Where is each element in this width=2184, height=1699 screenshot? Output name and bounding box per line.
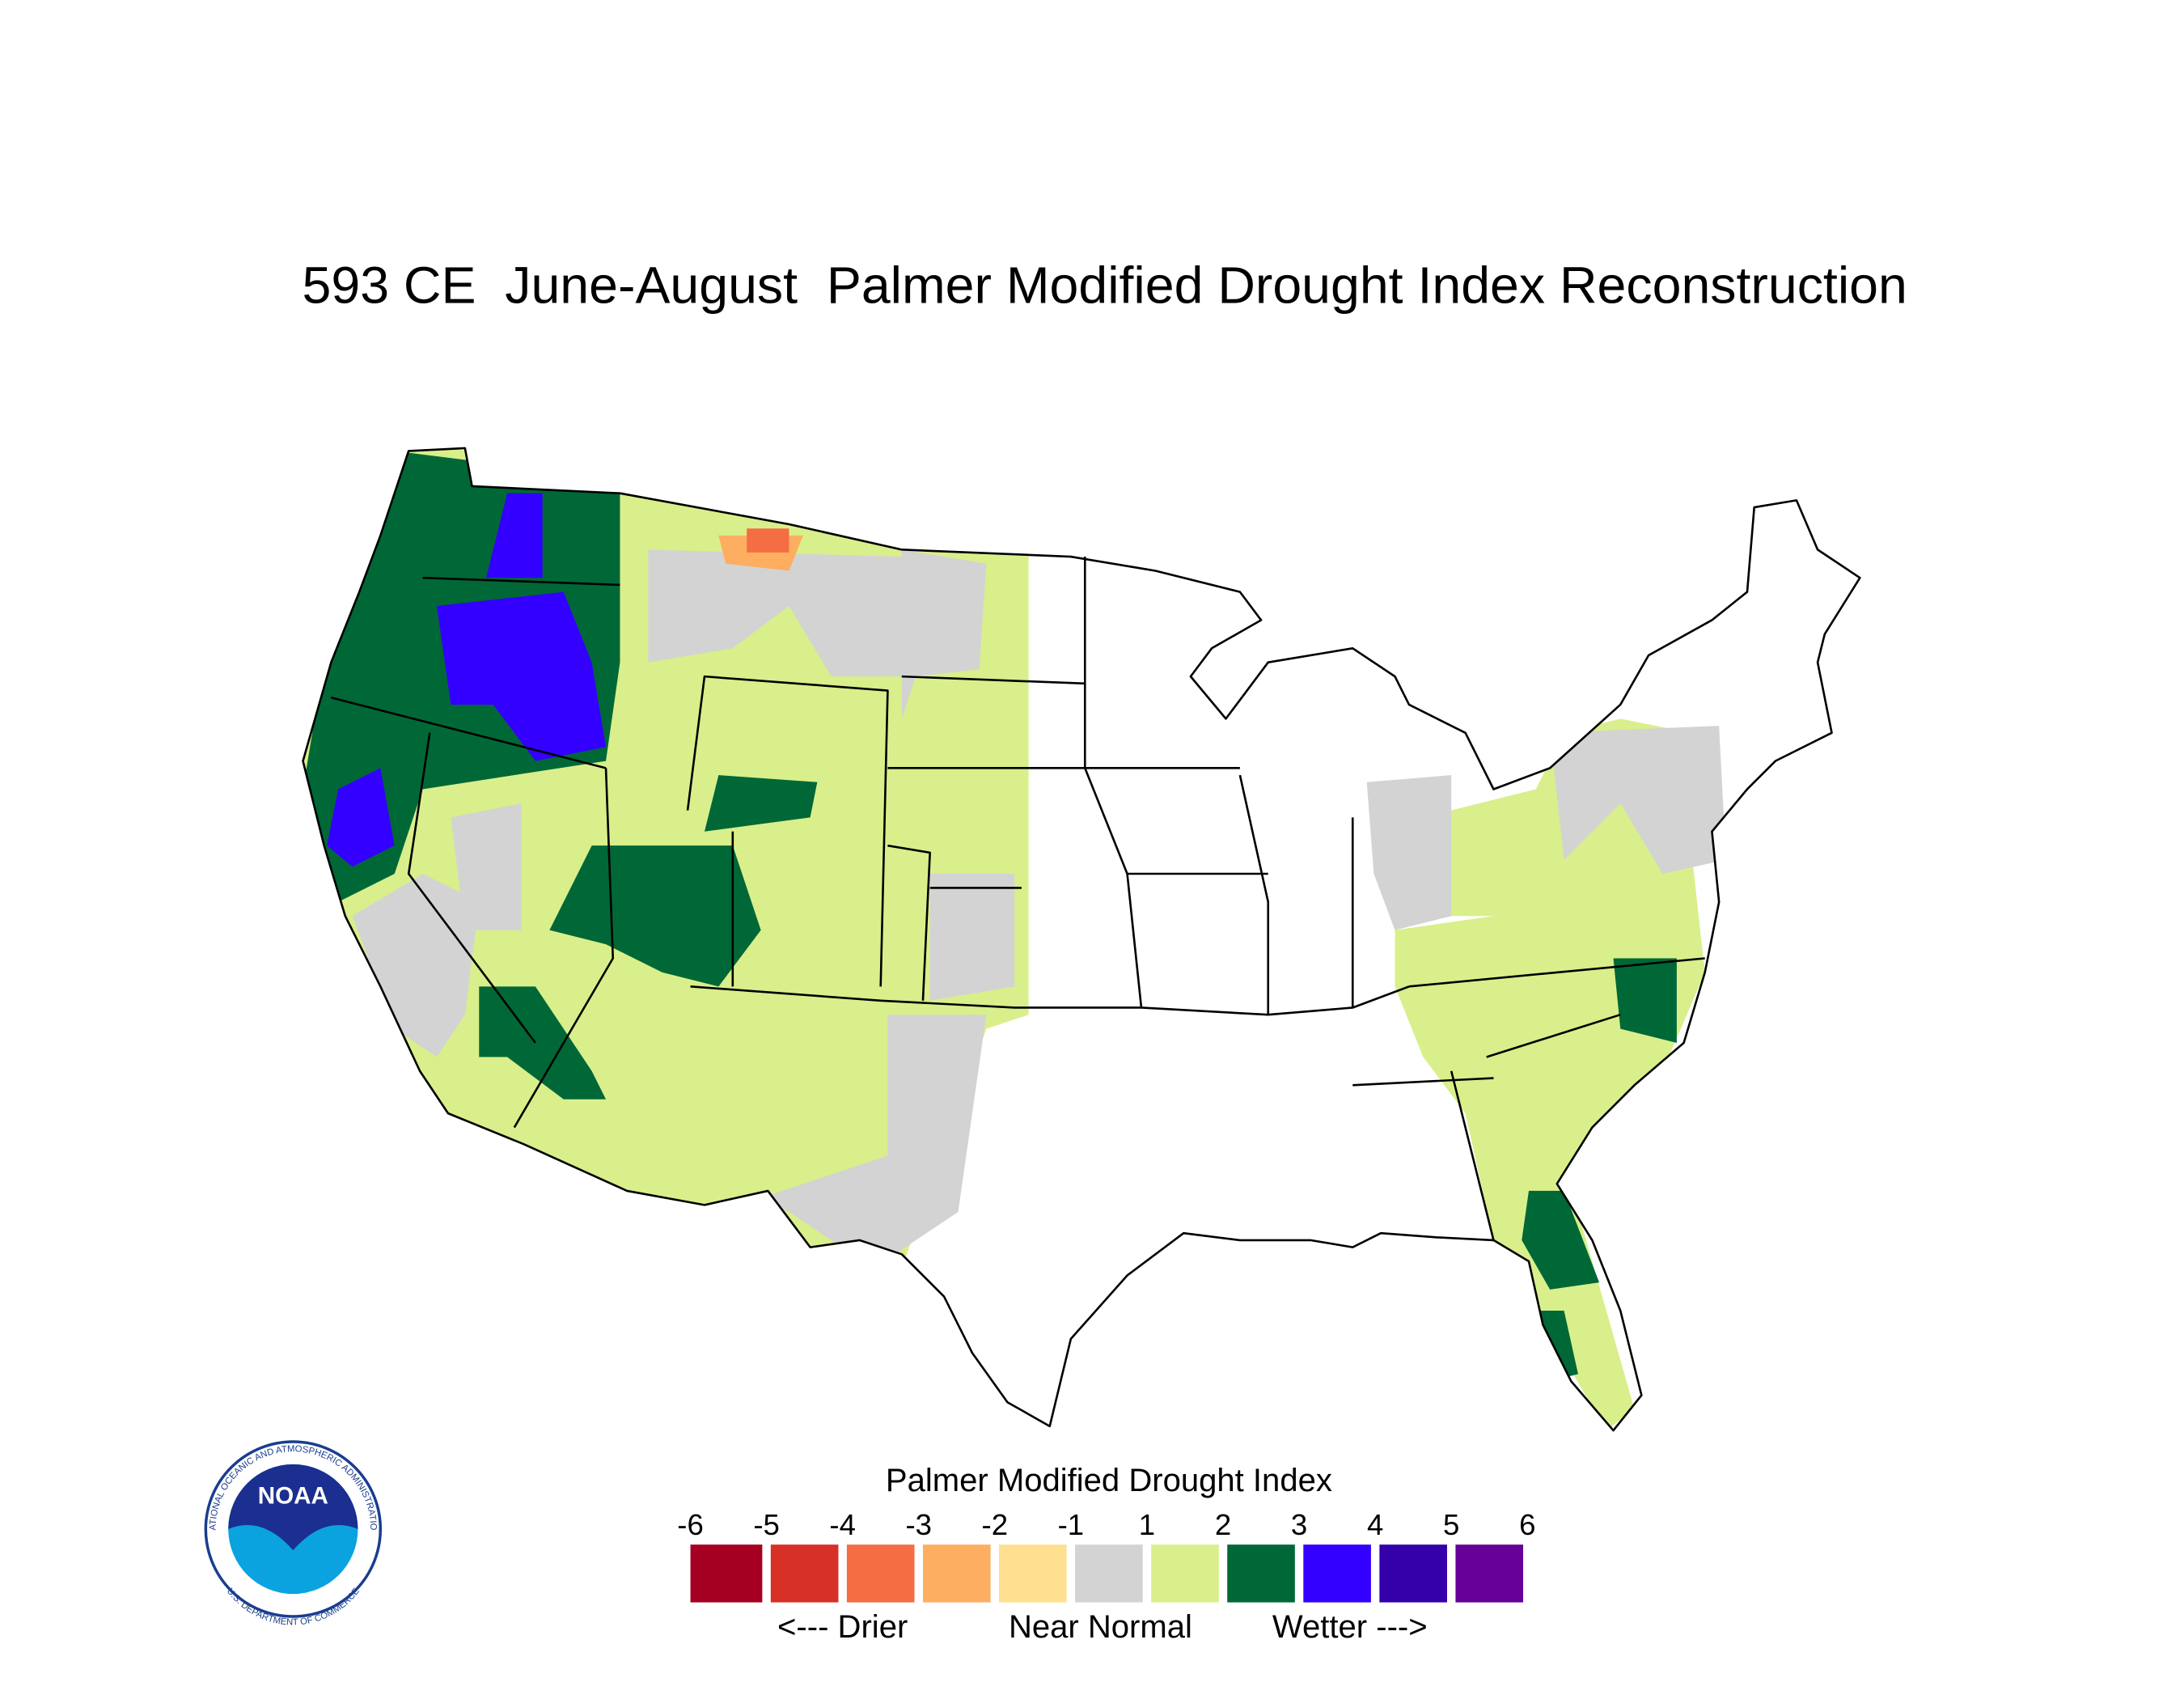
field-blue [485, 493, 543, 578]
legend-tick-label: 3 [1291, 1508, 1307, 1541]
legend-swatch [846, 1544, 915, 1603]
legend-swatch [1075, 1544, 1143, 1603]
field-gray [929, 873, 1015, 1001]
field-gray [648, 549, 902, 677]
state-lines [331, 557, 1705, 1241]
field-blue [437, 591, 607, 761]
field-dark-green [1522, 1190, 1600, 1290]
legend-swatch [770, 1544, 839, 1603]
legend-swatch [999, 1544, 1067, 1603]
legend-tick-label: 4 [1367, 1508, 1383, 1541]
legend-tick-label: 5 [1443, 1508, 1459, 1541]
map [302, 447, 1861, 1432]
legend-tick-label: 2 [1215, 1508, 1231, 1541]
legend-tick-label: 1 [1139, 1508, 1155, 1541]
field-gray [760, 1015, 987, 1269]
legend-tick-label: -1 [1058, 1508, 1085, 1541]
legend-tick-label: -6 [677, 1508, 704, 1541]
field-dark-green [549, 845, 761, 987]
field-gray [1550, 726, 1726, 874]
field-gray [901, 549, 987, 719]
field-gray [1366, 775, 1452, 930]
legend-caption: Wetter ---> [1272, 1609, 1428, 1645]
legend-swatch [1303, 1544, 1371, 1603]
logo-top [228, 1464, 358, 1551]
field-red-orange [747, 528, 789, 553]
legend-swatch [1151, 1544, 1219, 1603]
legend-swatch [1455, 1544, 1524, 1603]
legend-title: Palmer Modified Drought Index [886, 1463, 1332, 1498]
field-dark-green [479, 986, 607, 1099]
legend-swatch [922, 1544, 991, 1603]
legend-tick-label: -5 [753, 1508, 780, 1541]
legend-swatch [1379, 1544, 1447, 1603]
field-gray [352, 873, 480, 1057]
legend-caption: Near Normal [1009, 1609, 1192, 1645]
field-dark-green [1613, 958, 1677, 1044]
legend-tick-label: -3 [905, 1508, 932, 1541]
field-dark-green [704, 775, 818, 832]
legend-tick-label: -4 [829, 1508, 856, 1541]
legend-tick-label: -2 [982, 1508, 1009, 1541]
field-gray [451, 803, 522, 930]
map-title: 593 CE June-August Palmer Modified Droug… [303, 256, 1907, 315]
legend-caption: <--- Drier [777, 1609, 908, 1645]
field-blue [327, 768, 395, 867]
legend-tick-label: 6 [1519, 1508, 1535, 1541]
legend: Palmer Modified Drought Index -6 -5 -4 -3 -2… [677, 1463, 1535, 1645]
legend-swatch [690, 1544, 763, 1603]
legend-swatch [1227, 1544, 1295, 1603]
logo-name: NOAA [258, 1483, 328, 1510]
